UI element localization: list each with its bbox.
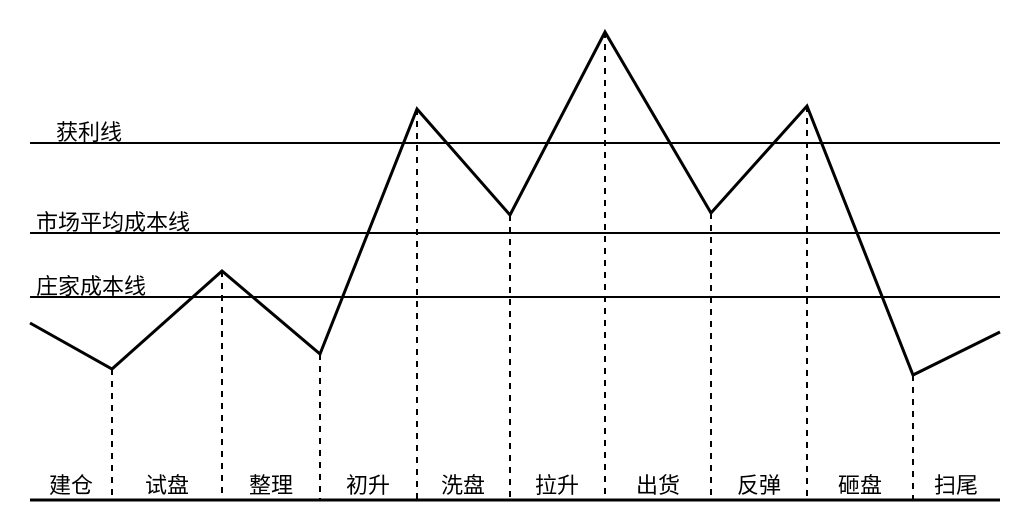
- reference-line-label: 庄家成本线: [36, 269, 146, 301]
- phase-label: 拉升: [535, 468, 579, 500]
- reference-line-label: 获利线: [56, 115, 122, 147]
- phase-label: 扫尾: [934, 468, 978, 500]
- phase-label: 建仓: [49, 468, 93, 500]
- price-polyline: [30, 32, 1000, 375]
- phase-label: 整理: [249, 468, 293, 500]
- phase-label: 反弹: [737, 468, 781, 500]
- phase-label: 砸盘: [838, 468, 882, 500]
- phase-label: 洗盘: [441, 468, 485, 500]
- phase-label: 初升: [346, 468, 390, 500]
- phase-label: 出货: [636, 468, 680, 500]
- stock-phase-chart: 获利线市场平均成本线庄家成本线建仓 试盘 整理 初升 洗盘 拉升 出货 反弹 砸盘 扫尾: [0, 0, 1030, 531]
- reference-line-label: 市场平均成本线: [36, 205, 190, 237]
- phase-label: 试盘: [145, 468, 189, 500]
- chart-svg: [0, 0, 1030, 531]
